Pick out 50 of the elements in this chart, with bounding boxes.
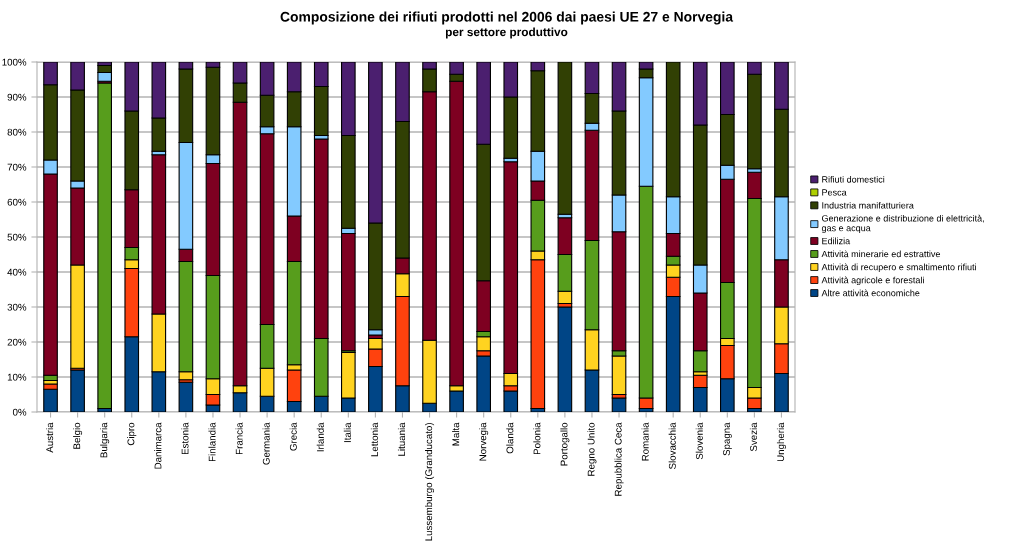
legend-label: Pesca bbox=[822, 189, 847, 196]
x-tick-label: Regno Unito bbox=[587, 422, 597, 476]
y-tick-label: 50% bbox=[7, 233, 27, 241]
legend-label: Attività agricole e forestali bbox=[821, 276, 924, 286]
x-tick-label: Belgio bbox=[73, 422, 83, 449]
chart-subtitle: per settore produttivo bbox=[445, 27, 568, 39]
x-tick-label: Danimarca bbox=[154, 422, 162, 469]
x-tick-label: Austria bbox=[46, 422, 54, 453]
x-tick-label: Spagna bbox=[723, 422, 732, 456]
x-tick-label: Romania bbox=[641, 422, 649, 461]
x-tick-label: Francia bbox=[235, 422, 243, 455]
y-tick-label: 40% bbox=[7, 268, 27, 276]
y-tick-label: 60% bbox=[7, 198, 27, 206]
legend-label: Rifiuti domestici bbox=[822, 176, 885, 183]
legend-label: Attività minerarie ed estrattive bbox=[821, 250, 941, 258]
chart-title: Composizione dei rifiuti prodotti nel 2006 dai paesi UE 27 e Norvegia bbox=[280, 11, 734, 25]
legend-label: Altre attività economiche bbox=[821, 289, 920, 297]
x-tick-label: Bulgaria bbox=[100, 422, 110, 458]
y-tick-label: 80% bbox=[7, 128, 27, 136]
x-tick-label: Polonia bbox=[533, 422, 541, 455]
x-tick-label: Lettonia bbox=[370, 422, 378, 457]
x-tick-label: Italia bbox=[343, 422, 351, 443]
x-tick-label: Estonia bbox=[181, 422, 189, 455]
legend-label: Edilizia bbox=[822, 237, 851, 245]
x-tick-label: Finlandia bbox=[208, 422, 216, 462]
x-tick-label: Slovenia bbox=[695, 422, 703, 460]
legend-label: Industria manifatturiera bbox=[822, 201, 914, 209]
x-tick-label: Svezia bbox=[749, 422, 757, 452]
x-tick-label: Repubblica Ceca bbox=[614, 422, 624, 496]
y-tick-label: 70% bbox=[7, 163, 27, 171]
y-tick-label: 20% bbox=[7, 338, 27, 346]
x-tick-label: Slovacchia bbox=[668, 422, 676, 469]
y-tick-label: 0% bbox=[12, 408, 27, 416]
x-tick-label: Malta bbox=[452, 422, 460, 446]
x-tick-label: Grecia bbox=[289, 422, 297, 451]
x-tick-label: Olanda bbox=[506, 422, 514, 454]
x-tick-label: Cipro bbox=[127, 422, 137, 446]
y-tick-label: 10% bbox=[7, 373, 27, 381]
y-tick-label: 30% bbox=[7, 303, 27, 311]
x-tick-label: Norvegia bbox=[479, 422, 489, 461]
legend-label: Generazione e distribuzione di elettricità, gas e acqua bbox=[821, 214, 984, 234]
x-tick-label: Lituania bbox=[397, 422, 406, 456]
x-tick-label: Germania bbox=[262, 422, 270, 465]
x-tick-label: Lussemburgo (Granducato) bbox=[425, 423, 435, 541]
legend-label: Attività di recupero e smaltimento rifiuti bbox=[821, 263, 976, 273]
x-tick-label: Irlanda bbox=[316, 422, 324, 452]
x-tick-label: Portogallo bbox=[560, 422, 570, 466]
y-tick-label: 90% bbox=[7, 93, 27, 101]
y-tick-label: 100% bbox=[2, 58, 27, 66]
x-tick-label: Ungheria bbox=[776, 422, 786, 462]
